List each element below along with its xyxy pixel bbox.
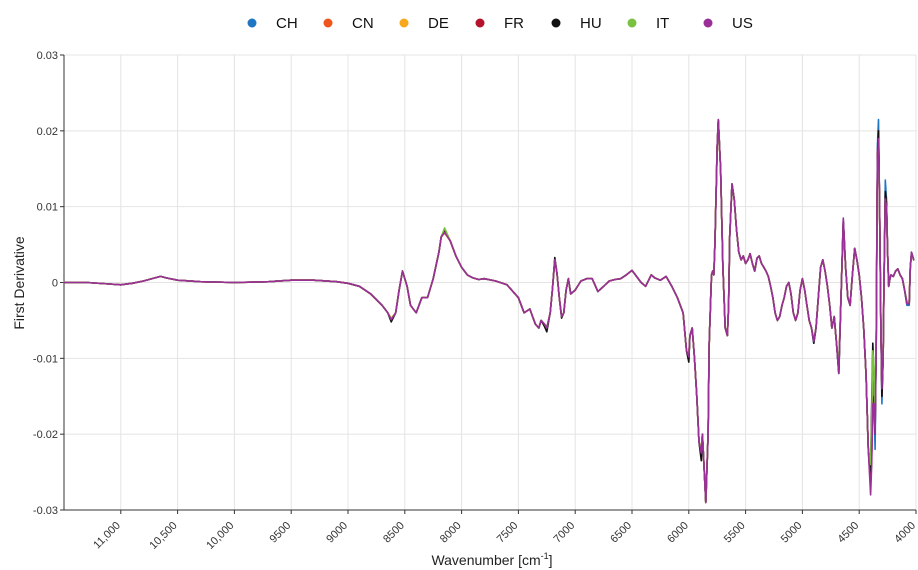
y-tick-label: -0.02 [33, 429, 58, 441]
x-tick-label: 4500 [836, 520, 862, 546]
legend-marker-hu [551, 18, 561, 28]
y-tick-label: -0.03 [33, 505, 58, 517]
legend-label-fr: FR [504, 15, 524, 32]
x-tick-label: 5000 [779, 520, 805, 546]
series-lines [63, 118, 915, 504]
y-tick-label: 0.02 [37, 126, 58, 138]
legend-label-us: US [732, 15, 753, 32]
x-tick-label: 11,000 [91, 520, 123, 552]
y-tick-label: -0.01 [33, 353, 58, 365]
legend-marker-it [627, 18, 637, 28]
x-tick-label: 6500 [608, 520, 634, 546]
series-line-us [63, 118, 915, 504]
grid [64, 54, 917, 511]
series-line-cn [63, 120, 915, 504]
x-tick-label: 9000 [324, 520, 350, 546]
legend: CH CN DE FR HU IT US [247, 15, 753, 32]
y-axis-label: First Derivative [11, 236, 27, 330]
legend-label-ch: CH [276, 15, 298, 32]
series-line-it [63, 120, 915, 504]
y-axis: -0.03 -0.02 -0.01 0 0.01 0.02 0.03 [33, 50, 64, 517]
x-tick-label: 8500 [381, 520, 407, 546]
series-line-de [63, 120, 915, 504]
series-line-ch [63, 118, 915, 504]
legend-marker-cn [323, 18, 333, 28]
series-line-fr [63, 119, 915, 504]
legend-label-de: DE [428, 15, 449, 32]
legend-label-cn: CN [352, 15, 374, 32]
y-tick-label: 0.03 [37, 50, 58, 62]
y-tick-label: 0.01 [37, 202, 58, 214]
x-axis-label-sup: -1 [541, 551, 549, 561]
x-tick-label: 4000 [892, 520, 918, 546]
x-tick-label: 6000 [665, 520, 691, 546]
x-tick-label: 10,000 [204, 520, 236, 552]
x-axis-label-main: Wavenumber [cm [431, 552, 540, 568]
x-tick-label: 10,500 [147, 520, 179, 552]
x-axis-label: Wavenumber [cm-1] [431, 551, 552, 568]
x-tick-label: 7500 [495, 520, 521, 546]
x-axis: 11,000 10,500 10,000 9500 9000 8500 8000 7500 70… [91, 510, 918, 552]
y-tick-label: 0 [52, 278, 58, 290]
legend-marker-ch [247, 18, 257, 28]
legend-label-it: IT [656, 15, 669, 32]
x-tick-label: 5500 [722, 520, 748, 546]
x-tick-label: 7000 [552, 520, 578, 546]
x-tick-label: 8000 [438, 520, 464, 546]
legend-label-hu: HU [580, 15, 602, 32]
legend-marker-fr [475, 18, 485, 28]
x-tick-label: 9500 [268, 520, 294, 546]
x-axis-label-end: ] [549, 552, 553, 568]
legend-marker-us [703, 18, 713, 28]
series-line-hu [63, 119, 915, 504]
legend-marker-de [399, 18, 409, 28]
